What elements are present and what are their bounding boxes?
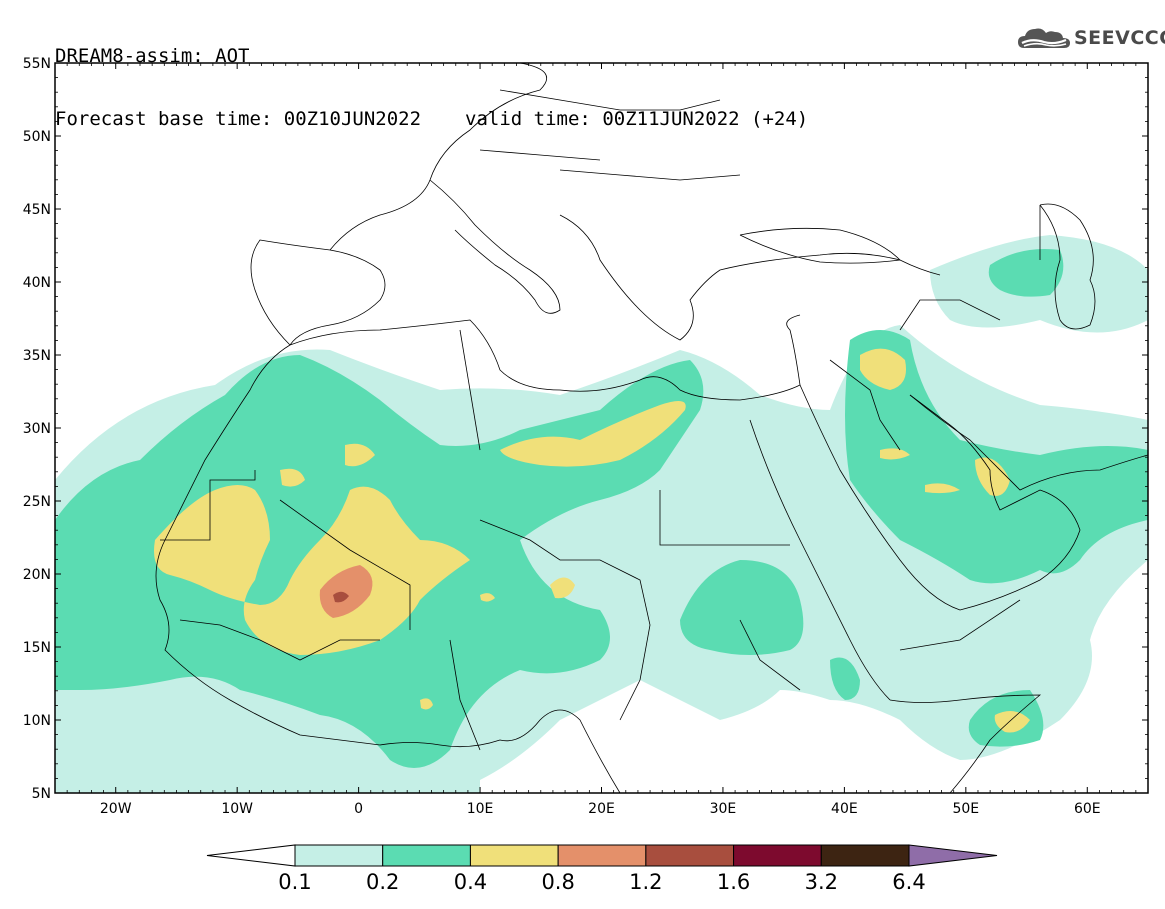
colorbar-label: 6.4: [892, 870, 925, 894]
aot-fields: [55, 235, 1148, 793]
aot-band-1.2: [333, 591, 349, 603]
lat-label: 30N: [23, 421, 51, 437]
base-time-label: Forecast base time: 00Z10JUN2022: [55, 108, 422, 130]
lon-label: 10W: [221, 801, 253, 817]
lat-label: 40N: [23, 275, 51, 291]
lat-label: 5N: [32, 786, 51, 802]
lon-label: 20E: [588, 801, 615, 817]
cloud-icon: [1018, 28, 1070, 48]
lat-label: 45N: [23, 202, 51, 218]
colorbar-label: 0.4: [454, 870, 487, 894]
colorbar-label: 3.2: [805, 870, 838, 894]
seevccc-logo: SEEVCCC: [1016, 24, 1165, 54]
colorbar-label: 0.8: [541, 870, 574, 894]
aot-band-0.8: [319, 565, 373, 618]
lon-label: 40E: [831, 801, 858, 817]
colorbar-over-arrow: [908, 844, 998, 867]
lon-label: 50E: [952, 801, 979, 817]
colorbar-segment: [820, 844, 910, 867]
colorbar-segment: [294, 844, 384, 867]
lat-label: 50N: [23, 129, 51, 145]
colorbar-under-arrow: [206, 844, 296, 867]
colorbar-segment: [733, 844, 822, 867]
product-title: DREAM8-assim: AOT: [55, 45, 250, 67]
time-info: Forecast base time: 00Z10JUN2022 valid ti…: [55, 109, 808, 130]
colorbar-label: 0.1: [278, 870, 311, 894]
lat-label: 35N: [23, 348, 51, 364]
lat-label: 25N: [23, 494, 51, 510]
lon-label: 30E: [710, 801, 737, 817]
colorbar: 0.1 0.2 0.4 0.8 1.2 1.6 3.2 6.4: [206, 844, 998, 894]
coastlines-borders: [155, 63, 1148, 793]
lat-label: 10N: [23, 713, 51, 729]
lon-label: 20W: [100, 801, 132, 817]
lon-label: 0: [354, 801, 363, 817]
latitude-axis: 55N 50N 45N 40N 35N 30N 25N 20N 15N 10N 5N: [23, 56, 1148, 802]
lon-label: 10E: [467, 801, 494, 817]
valid-time-label: valid time: 00Z11JUN2022 (+24): [465, 108, 809, 130]
longitude-axis: 20W 10W 0 10E 20E 30E 40E 50E 60E: [66, 63, 1137, 817]
colorbar-segment: [557, 844, 647, 867]
aot-band-0.4: [154, 348, 1030, 733]
colorbar-segment: [382, 844, 471, 867]
colorbar-segment: [469, 844, 559, 867]
colorbar-label: 1.6: [717, 870, 750, 894]
colorbar-label: 0.2: [366, 870, 399, 894]
lon-label: 60E: [1074, 801, 1101, 817]
lat-label: 20N: [23, 567, 51, 583]
colorbar-label: 1.2: [629, 870, 662, 894]
colorbar-segment: [645, 844, 735, 867]
logo-text: SEEVCCC: [1074, 27, 1165, 49]
map-title-block: DREAM8-assim: AOT Forecast base time: 00…: [55, 4, 808, 151]
lat-label: 15N: [23, 640, 51, 656]
lat-label: 55N: [23, 56, 51, 72]
